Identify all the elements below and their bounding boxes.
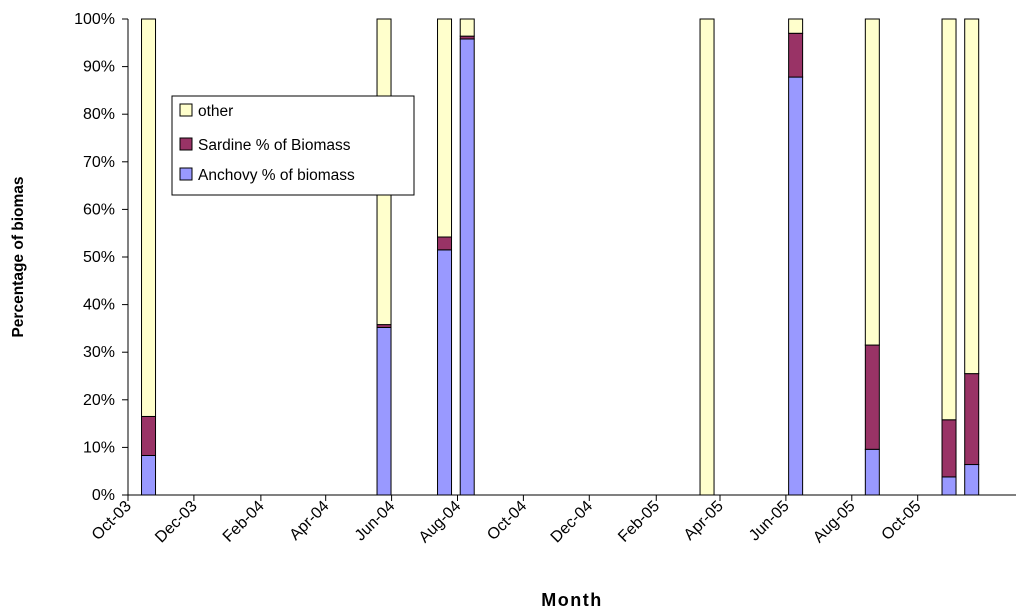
x-tick-label: Jun-05 <box>746 498 793 545</box>
bar-segment-other <box>437 18 453 238</box>
y-ticks-group: 0% 10% 20% 30% 40% 50% 60% 70% 80% 90% 100% <box>74 11 128 504</box>
bar-segment-other <box>964 18 980 375</box>
x-tick-label: Oct-05 <box>879 498 925 544</box>
bar-segment-sardine <box>941 419 957 478</box>
bar-segment-anchovy <box>941 476 957 496</box>
x-tick-label: Feb-05 <box>615 498 663 546</box>
x-tick-label: Apr-04 <box>287 498 333 544</box>
legend-label-anchovy: Anchovy % of biomass <box>198 167 355 184</box>
bar-segment-sardine <box>788 32 804 78</box>
y-tick-label: 20% <box>83 392 115 409</box>
legend-swatch-sardine <box>179 137 193 151</box>
bar-segment-anchovy <box>376 326 392 496</box>
bar-segment-sardine <box>864 344 880 450</box>
y-tick-label: 10% <box>83 439 115 456</box>
bar-segment-other <box>788 18 804 34</box>
y-tick-label: 70% <box>83 154 115 171</box>
bars-group <box>141 18 980 496</box>
y-tick-label: 40% <box>83 297 115 314</box>
bar-segment-other <box>941 18 957 421</box>
x-tick-label: Aug-05 <box>810 498 859 547</box>
legend-box <box>171 95 415 196</box>
bar-segment-anchovy <box>964 464 980 496</box>
bar-segment-other <box>864 18 880 346</box>
bar-segment-sardine <box>437 236 453 251</box>
legend-label-sardine: Sardine % of Biomass <box>198 137 351 154</box>
bar-segment-anchovy <box>437 249 453 496</box>
bar-segment-sardine <box>964 373 980 466</box>
bar-segment-sardine <box>141 415 157 456</box>
legend: other Sardine % of Biomass Anchovy % of … <box>171 95 415 196</box>
y-tick-label: 100% <box>74 11 115 28</box>
y-tick-label: 80% <box>83 106 115 123</box>
bar-segment-other <box>459 18 475 37</box>
legend-swatch-anchovy <box>179 167 193 181</box>
bar-segment-other <box>141 18 157 417</box>
legend-label-other: other <box>198 103 233 120</box>
x-axis-title: Month <box>541 590 602 610</box>
y-tick-label: 30% <box>83 344 115 361</box>
x-tick-label: Oct-04 <box>484 498 530 544</box>
y-tick-label: 90% <box>83 59 115 76</box>
bar-segment-anchovy <box>788 76 804 496</box>
x-tick-label: Feb-04 <box>220 498 268 546</box>
x-ticks-group: Oct-03 Dec-03 Feb-04 Apr-04 Jun-04 Aug-04 Oct-… <box>89 495 925 546</box>
y-axis-title: Percentage of biomas <box>10 176 27 337</box>
y-tick-label: 0% <box>92 487 115 504</box>
bar-segment-anchovy <box>141 454 157 496</box>
bar-segment-other <box>699 18 715 496</box>
bar-segment-anchovy <box>459 38 475 496</box>
x-tick-label: Oct-03 <box>89 498 135 544</box>
y-tick-label: 60% <box>83 201 115 218</box>
x-tick-label: Apr-05 <box>681 498 727 544</box>
bar-segment-anchovy <box>864 448 880 496</box>
x-tick-label: Jun-04 <box>352 498 399 545</box>
legend-swatch-other <box>179 103 193 117</box>
y-tick-label: 50% <box>83 249 115 266</box>
x-tick-label: Aug-04 <box>416 498 465 547</box>
x-tick-label: Dec-04 <box>548 498 597 547</box>
x-tick-label: Dec-03 <box>152 498 201 547</box>
